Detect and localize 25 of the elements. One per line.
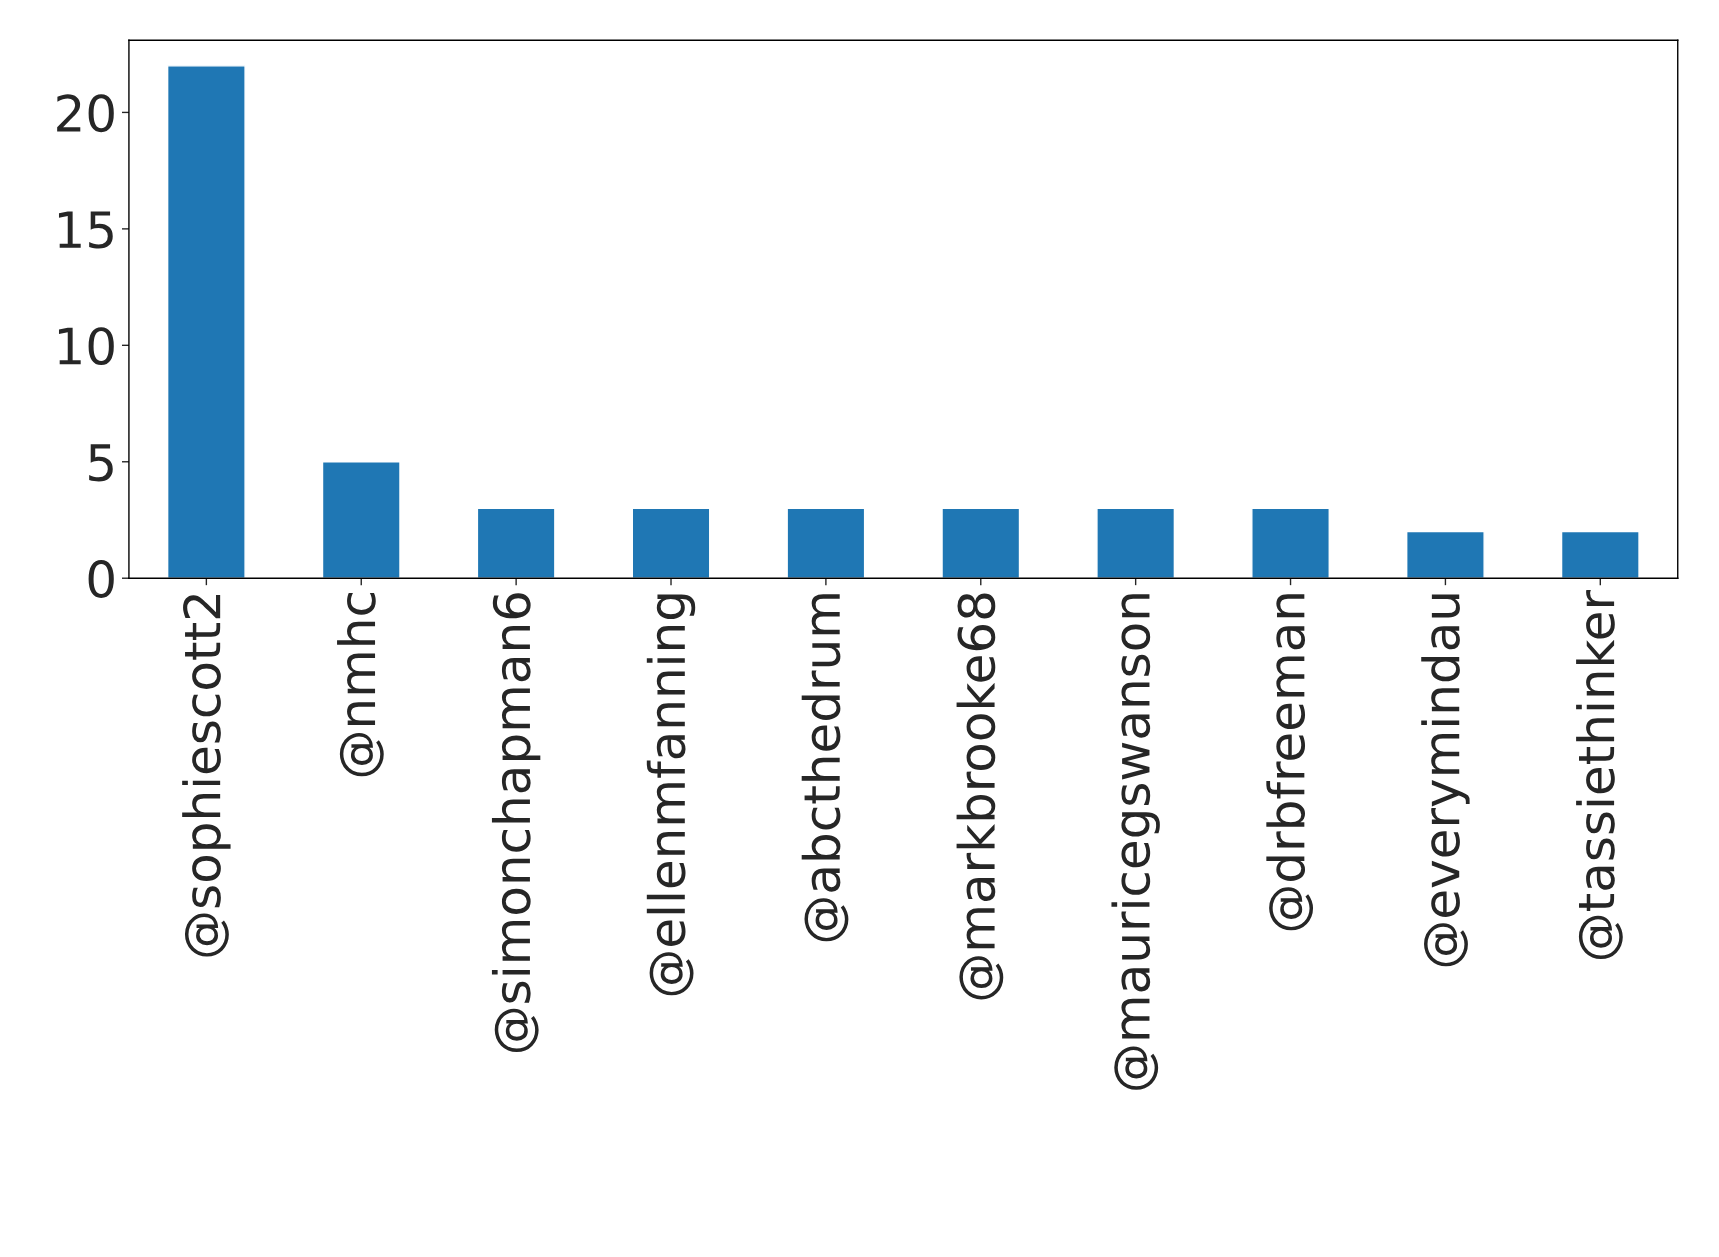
x-tick-label: @mauricegswanson (1111, 594, 1160, 1090)
bar (941, 507, 1021, 579)
x-tick-label: @ellenmfanning (646, 594, 696, 996)
y-tick-label: 10 (58, 327, 114, 366)
y-tick-label: 5 (89, 444, 113, 482)
x-tick-label: @markbrooke68 (956, 593, 1004, 1000)
bar (166, 65, 246, 579)
x-tick-label: @simonchapman6 (491, 593, 541, 1053)
bar (786, 507, 866, 579)
bar (321, 461, 401, 579)
x-tick-label: @sophiescott2 (182, 595, 231, 957)
x-tick-label: @nmhc (337, 593, 384, 777)
y-tick-label: 0 (88, 560, 114, 598)
bar (1560, 530, 1640, 579)
bar (1406, 530, 1485, 579)
bar (1096, 507, 1176, 579)
x-tick-label: @tassiethinker (1576, 590, 1623, 960)
bar (476, 507, 556, 579)
y-tick-label: 20 (57, 94, 114, 133)
x-tick-label: @everymindau (1421, 594, 1470, 967)
x-tick-label: @drbfreeman (1266, 594, 1314, 931)
y-tick-label: 15 (58, 211, 113, 249)
x-tick-label: @abcthedrum (801, 594, 849, 942)
bar (631, 507, 711, 579)
bar (1251, 507, 1330, 579)
